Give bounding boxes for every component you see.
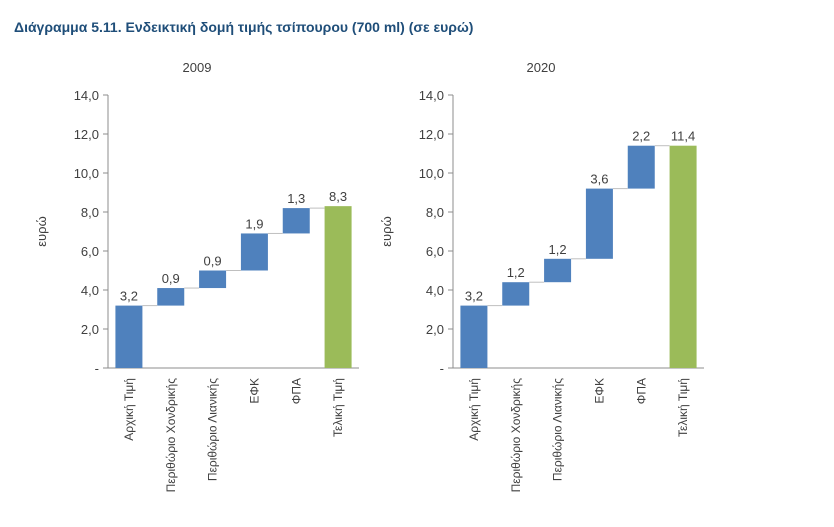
x-tick-label: ΕΦΚ xyxy=(592,378,606,404)
y-tick-label: 10,0 xyxy=(74,166,99,181)
x-tick-label: Περιθώριο Λιανικής xyxy=(206,378,220,481)
y-tick-label: 8,0 xyxy=(81,205,99,220)
bar-increment xyxy=(627,145,655,189)
x-tick-label: Περιθώριο Χονδρικής xyxy=(164,378,178,493)
y-tick-label: 4,0 xyxy=(426,283,444,298)
bar-increment xyxy=(115,305,143,368)
y-tick-label: 8,0 xyxy=(426,205,444,220)
chart-title: 2009 xyxy=(183,60,212,75)
y-tick-label: 6,0 xyxy=(426,244,444,259)
bar-increment xyxy=(199,270,227,289)
y-axis-label: ευρώ xyxy=(34,216,49,246)
data-label: 3,6 xyxy=(590,172,608,187)
y-tick-label: 10,0 xyxy=(419,166,444,181)
data-label: 1,3 xyxy=(287,191,305,206)
x-tick-label: Περιθώριο Χονδρικής xyxy=(509,378,523,493)
bar-increment xyxy=(585,188,613,259)
bar-increment xyxy=(240,233,268,271)
figure-title: Διάγραμμα 5.11. Ενδεικτική δομή τιμής τσ… xyxy=(14,19,474,35)
x-tick-label: ΦΠΑ xyxy=(289,378,303,404)
y-tick-label: - xyxy=(95,361,99,376)
y-tick-label: 12,0 xyxy=(74,127,99,142)
bar-increment xyxy=(544,258,572,283)
data-label: 3,2 xyxy=(465,289,483,304)
x-tick-label: ΦΠΑ xyxy=(634,378,648,404)
x-tick-label: Τελική Τιμή xyxy=(676,378,690,437)
chart-panel-2020: 2020 ευρώ - 2,0 4,0 6,0 8,0 10,0 12,0 14,0 3,2 Αρχι… xyxy=(379,60,704,492)
y-tick-label: 14,0 xyxy=(419,88,444,103)
data-label: 1,9 xyxy=(245,216,263,231)
bar-increment xyxy=(282,208,310,234)
y-tick-label: 12,0 xyxy=(419,127,444,142)
data-label: 1,2 xyxy=(549,242,567,257)
data-label: 0,9 xyxy=(204,254,222,269)
x-tick-label: Τελική Τιμή xyxy=(331,378,345,437)
bar-increment xyxy=(157,288,185,306)
data-label: 3,2 xyxy=(120,289,138,304)
y-tick-label: 2,0 xyxy=(426,322,444,337)
bar-total xyxy=(669,145,697,368)
y-tick-label: 2,0 xyxy=(81,322,99,337)
data-label: 0,9 xyxy=(162,271,180,286)
x-tick-label: ΕΦΚ xyxy=(247,378,261,404)
y-tick-label: 4,0 xyxy=(81,283,99,298)
bar-increment xyxy=(502,282,530,306)
y-axis-label: ευρώ xyxy=(379,216,394,246)
data-label: 1,2 xyxy=(507,265,525,280)
y-tick-label: - xyxy=(440,361,444,376)
chart-title: 2020 xyxy=(527,60,556,75)
data-label: 2,2 xyxy=(632,129,650,144)
x-tick-label: Περιθώριο Λιανικής xyxy=(551,378,565,481)
x-tick-label: Αρχική Τιμή xyxy=(467,378,481,441)
data-label: 8,3 xyxy=(329,189,347,204)
bar-increment xyxy=(460,305,488,368)
x-tick-label: Αρχική Τιμή xyxy=(122,378,136,441)
y-tick-label: 6,0 xyxy=(81,244,99,259)
chart-panel-2009: 2009 ευρώ - 2,0 4,0 6,0 8,0 10,0 12,0 14,0 3,2 Αρχι… xyxy=(34,60,359,492)
data-label: 11,4 xyxy=(671,129,695,144)
y-tick-label: 14,0 xyxy=(74,88,99,103)
bar-total xyxy=(324,206,352,368)
